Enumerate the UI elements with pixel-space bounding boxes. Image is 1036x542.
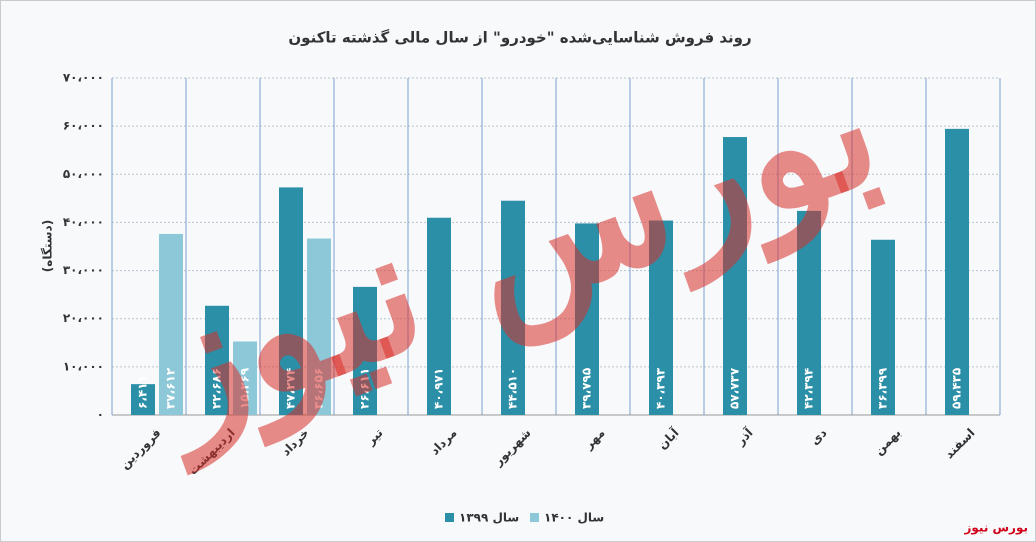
legend-swatch	[445, 513, 454, 522]
value-label: ۵۷،۷۳۷	[728, 367, 742, 409]
value-label: ۴۲،۳۹۴	[802, 368, 816, 409]
y-tick-label: ۵۰،۰۰۰	[63, 167, 104, 181]
bar	[233, 341, 257, 415]
bar	[279, 187, 303, 415]
y-tick-label: ۴۰،۰۰۰	[63, 215, 104, 229]
value-label: ۱۵،۲۶۹	[238, 367, 252, 409]
bar	[205, 305, 229, 415]
bar	[871, 239, 895, 415]
value-label: ۳۶،۳۹۹	[876, 367, 890, 409]
bar	[501, 200, 525, 415]
y-tick-label: ۰	[97, 408, 104, 422]
bar	[797, 210, 821, 415]
bar	[353, 286, 377, 415]
bar	[307, 238, 331, 415]
bar	[159, 233, 183, 415]
value-label: ۳۹،۷۹۵	[580, 368, 594, 409]
value-label: ۴۰،۹۷۱	[432, 368, 446, 409]
bar	[131, 384, 155, 415]
y-tick-label: ۳۰،۰۰۰	[63, 263, 104, 277]
bar	[945, 128, 969, 416]
legend-label: سال ۱۴۰۰	[544, 511, 604, 525]
value-label: ۳۶،۶۵۶	[312, 368, 326, 409]
value-label: ۶،۴۱۱	[136, 375, 150, 409]
value-label: ۲۶،۶۱۱	[358, 368, 372, 409]
value-label: ۲۲،۶۸۶	[210, 368, 224, 409]
bar	[427, 217, 451, 415]
bar	[649, 220, 673, 415]
value-label: ۴۴،۵۱۰	[506, 368, 520, 409]
y-tick-label: ۷۰،۰۰۰	[63, 71, 104, 85]
legend-label: سال ۱۳۹۹	[459, 511, 519, 525]
value-label: ۳۷،۶۱۲	[164, 367, 178, 409]
source: بورس نیوز	[963, 521, 1028, 536]
chart-title: روند فروش شناسایی‌شده "خودرو" از سال مال…	[288, 29, 751, 47]
bar	[723, 137, 747, 415]
y-tick-label: ۲۰،۰۰۰	[63, 311, 104, 325]
value-label: ۴۰،۳۹۳	[654, 367, 668, 409]
y-tick-label: ۶۰،۰۰۰	[63, 119, 104, 133]
bar	[575, 223, 599, 415]
legend-swatch	[530, 513, 539, 522]
y-tick-label: ۱۰،۰۰۰	[63, 359, 104, 373]
y-axis-label: (دستگاه)	[41, 220, 55, 272]
value-label: ۵۹،۴۳۵	[950, 368, 964, 409]
value-label: ۴۷،۲۷۴	[284, 368, 298, 409]
